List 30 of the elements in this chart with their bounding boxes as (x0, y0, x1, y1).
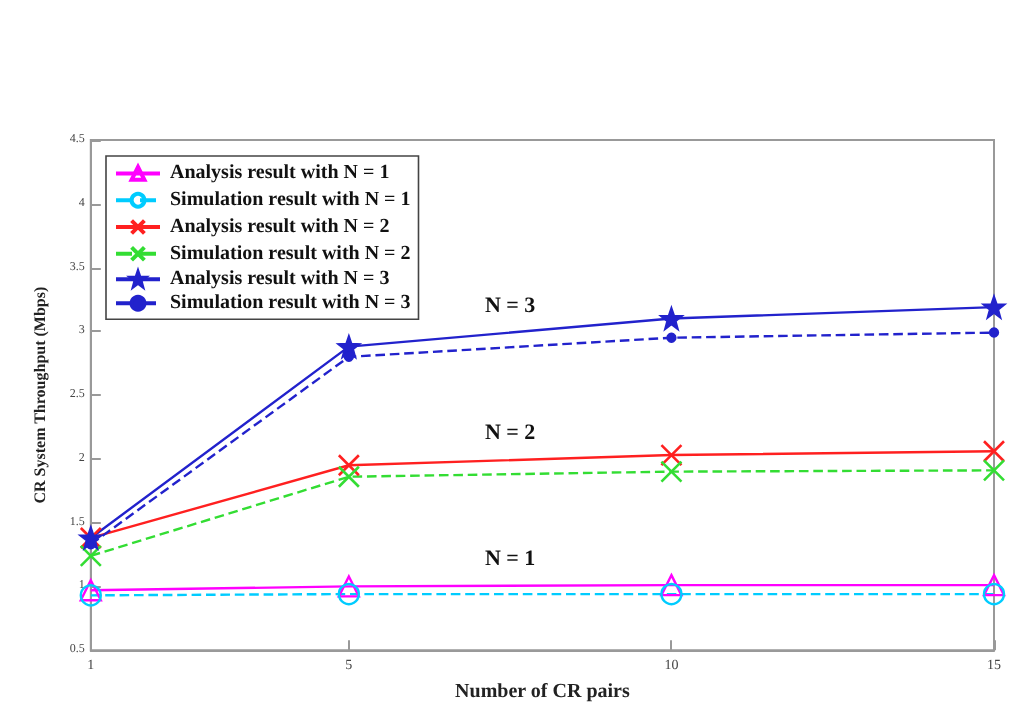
annotation: N = 1 (484, 546, 536, 571)
point (982, 439, 1006, 463)
point (982, 573, 1006, 597)
legend-label: Simulation result with N = 3 (170, 292, 411, 315)
legend-label: Analysis result with N = 1 (170, 162, 390, 185)
point (660, 573, 683, 597)
legend-label: Simulation result with N = 2 (170, 242, 411, 265)
point (337, 465, 361, 489)
point (982, 459, 1006, 482)
annotation: N = 3 (484, 293, 537, 318)
legend-label: Analysis result with N = 2 (170, 216, 390, 238)
point (982, 582, 1006, 606)
point (988, 327, 1000, 338)
legend-label: Analysis result with N = 3 (170, 268, 390, 291)
point (982, 295, 1006, 319)
point (660, 307, 683, 330)
point (660, 460, 683, 483)
y-axis-title: CR System Throughput (Mbps) (31, 286, 49, 504)
point (660, 443, 683, 467)
point (660, 582, 683, 606)
point (79, 584, 102, 607)
point (337, 453, 361, 477)
point (79, 579, 102, 602)
point (337, 575, 361, 598)
point (337, 582, 361, 606)
point (666, 332, 677, 343)
point (79, 544, 103, 568)
annotation: N = 2 (484, 421, 537, 446)
legend-label: Simulation result with N = 1 (170, 189, 411, 212)
x-axis-title: Number of CR pairs (455, 681, 630, 703)
